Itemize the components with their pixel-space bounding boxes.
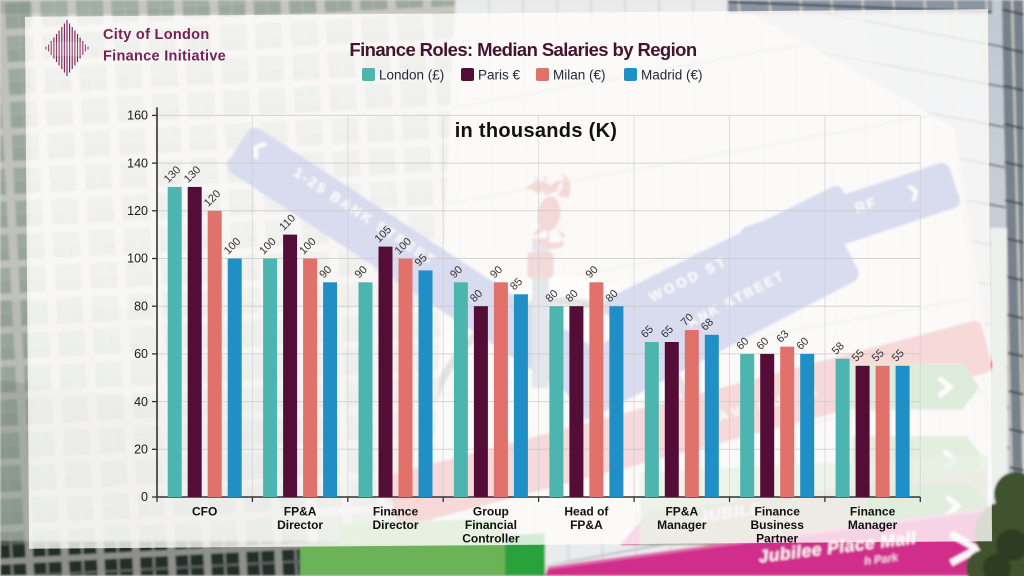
svg-text:20: 20 [134, 443, 148, 457]
svg-text:Business: Business [751, 518, 805, 532]
svg-text:Director: Director [277, 518, 323, 532]
svg-text:Milan (€): Milan (€) [553, 68, 606, 83]
svg-text:Finance Roles: Median Salaries: Finance Roles: Median Salaries by Region [349, 39, 696, 60]
svg-text:80: 80 [134, 299, 148, 313]
svg-text:FP&A: FP&A [284, 505, 317, 519]
svg-text:40: 40 [134, 395, 148, 409]
svg-text:Madrid (€): Madrid (€) [641, 68, 703, 83]
svg-text:Partner: Partner [756, 532, 798, 546]
svg-text:0: 0 [141, 490, 148, 504]
svg-text:160: 160 [127, 109, 148, 123]
svg-text:140: 140 [127, 156, 148, 170]
svg-text:Manager: Manager [848, 518, 898, 532]
svg-text:Head of: Head of [564, 505, 609, 519]
svg-text:60: 60 [134, 347, 148, 361]
svg-text:London (£): London (£) [379, 68, 444, 83]
svg-text:Financial: Financial [465, 518, 517, 532]
svg-text:in thousands (K): in thousands (K) [455, 120, 618, 142]
svg-text:City of London: City of London [103, 27, 209, 43]
svg-text:Group: Group [473, 505, 509, 519]
svg-text:100: 100 [127, 252, 148, 266]
svg-text:Paris €: Paris € [478, 68, 521, 83]
svg-text:120: 120 [127, 204, 148, 218]
svg-text:Controller: Controller [462, 532, 520, 546]
svg-text:Finance Initiative: Finance Initiative [103, 49, 226, 65]
svg-text:Manager: Manager [657, 518, 707, 532]
svg-text:Finance: Finance [373, 505, 419, 519]
svg-text:CFO: CFO [192, 505, 217, 519]
svg-text:Finance: Finance [850, 505, 896, 519]
svg-text:Finance: Finance [755, 505, 801, 519]
svg-text:FP&A: FP&A [665, 505, 698, 519]
svg-text:Director: Director [372, 518, 418, 532]
svg-text:FP&A: FP&A [570, 518, 603, 532]
svg-text:h Park: h Park [864, 552, 900, 568]
